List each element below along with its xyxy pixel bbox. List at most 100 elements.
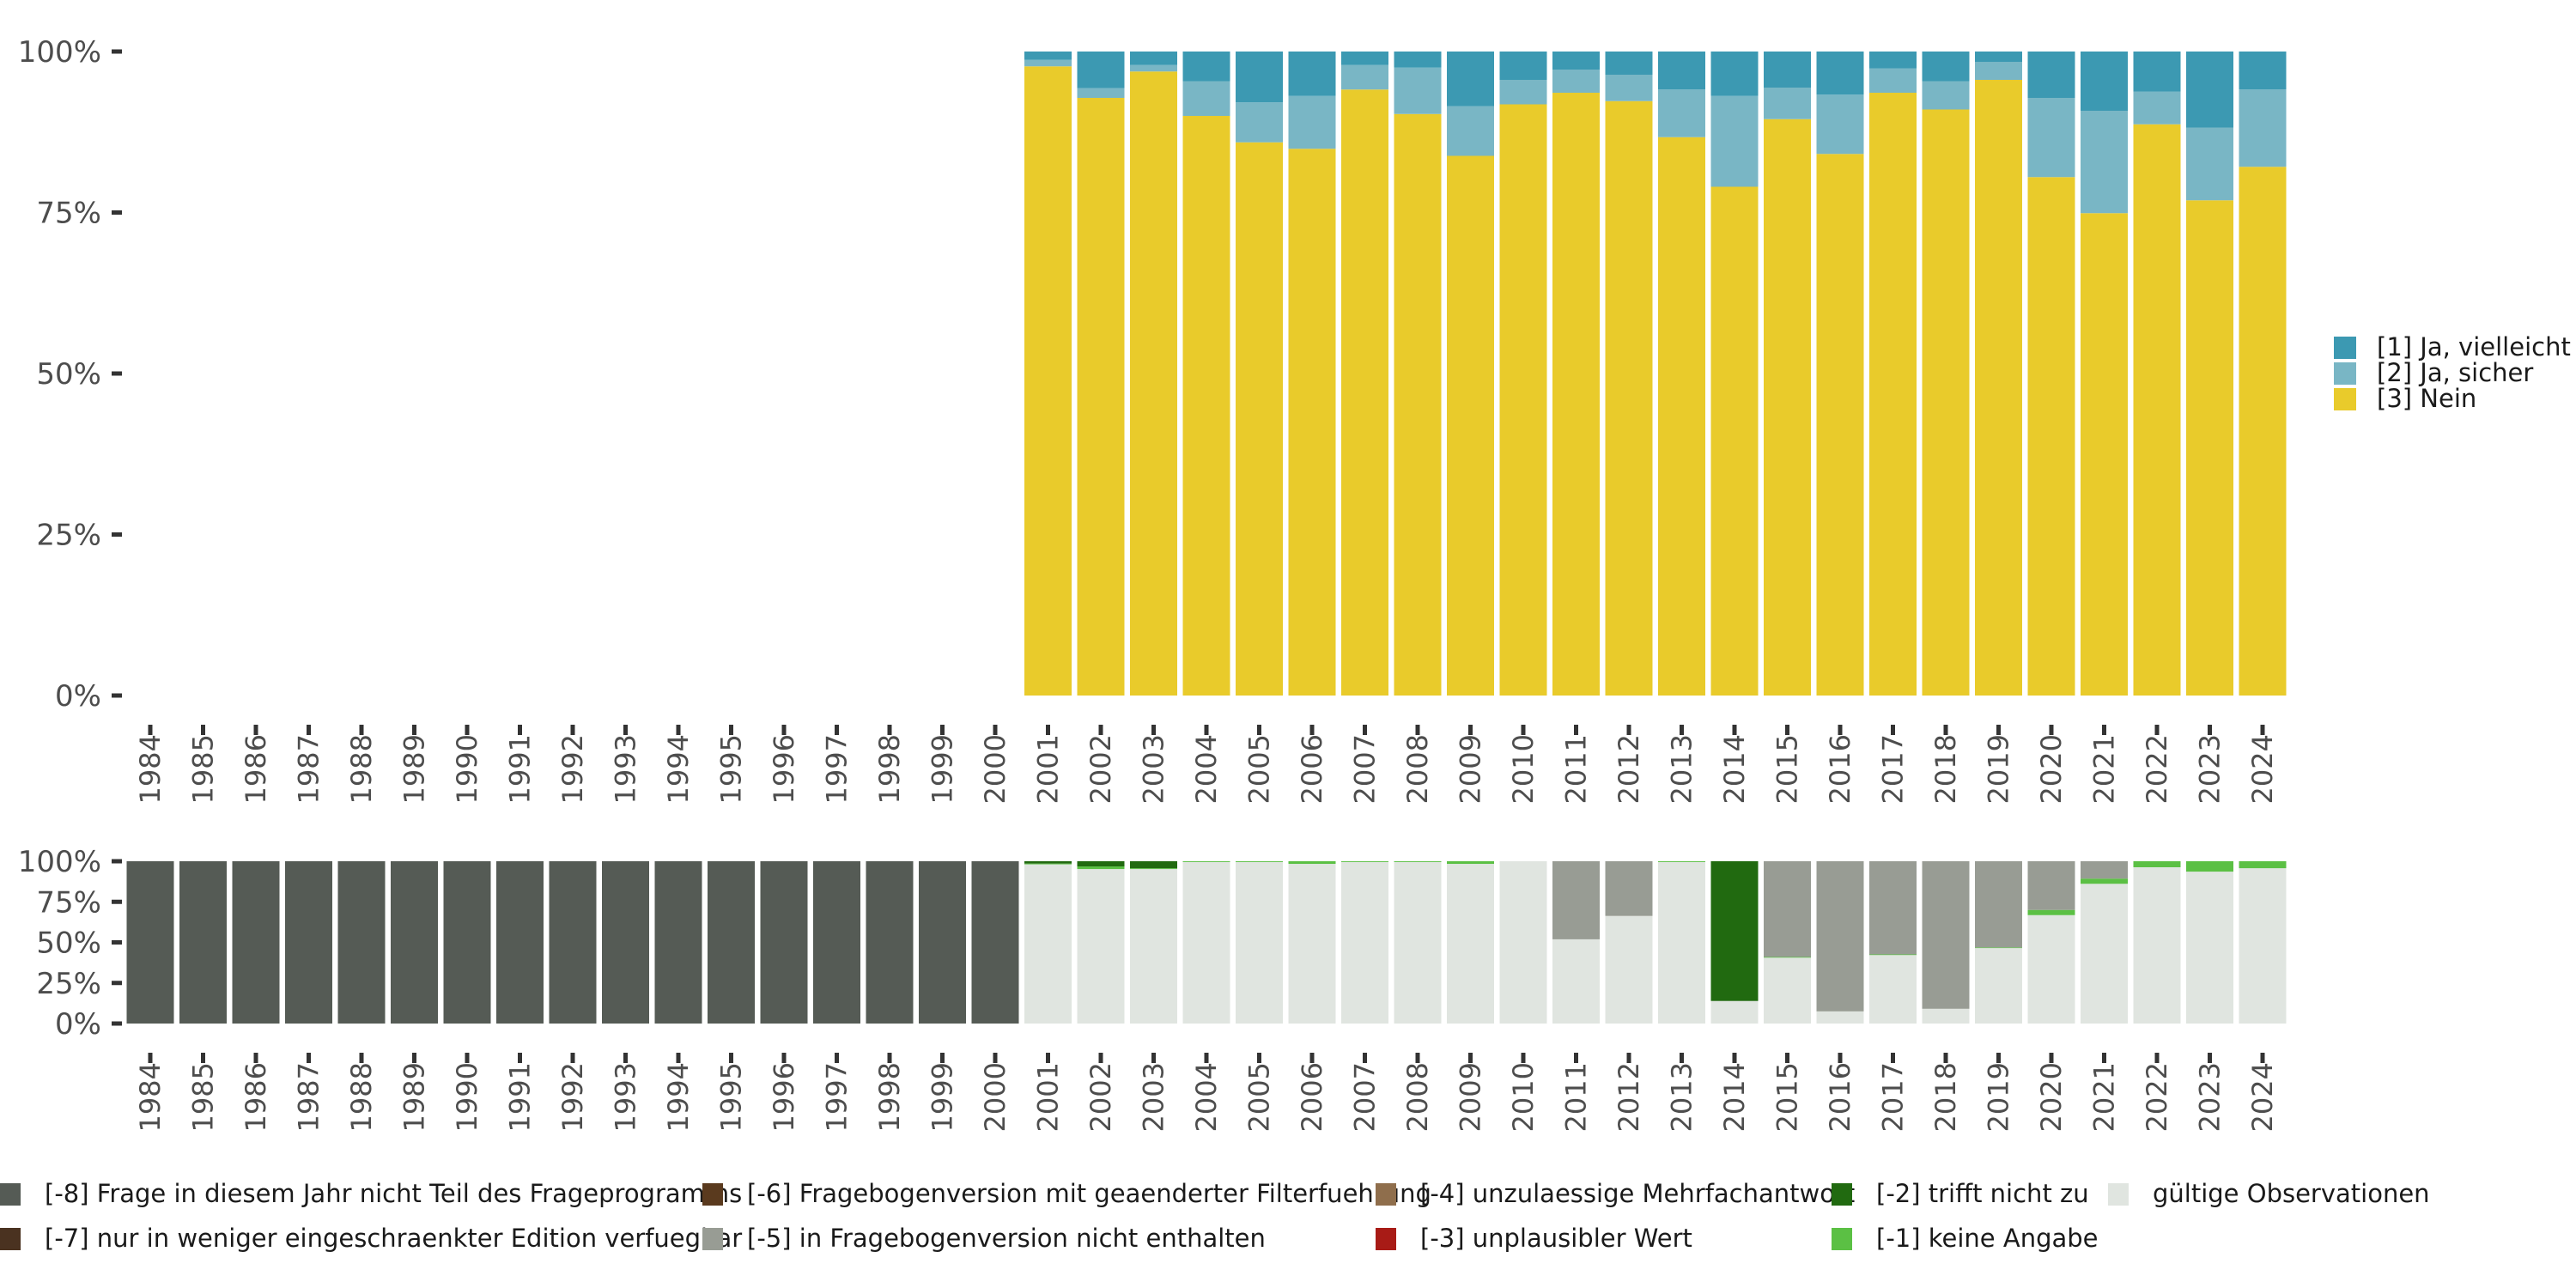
top-bar-2010-2-ja-sicher: [1499, 80, 1547, 105]
top-bar-2011-3-nein: [1552, 93, 1600, 696]
bottom-x-tick: [676, 1053, 681, 1063]
top-bar-2012-2-ja-sicher: [1605, 75, 1653, 101]
bottom-bar-2002-2-trifft-nicht-zu: [1077, 861, 1125, 867]
top-bar-2009-3-nein: [1447, 155, 1494, 696]
bottom-x-tick-label: 2022: [2141, 1062, 2173, 1132]
bottom-x-tick-label: 1989: [398, 1062, 431, 1132]
top-x-tick-label: 2009: [1455, 734, 1487, 804]
bottom-x-tick-label: 2024: [2246, 1062, 2279, 1132]
bottom-legend-label: [-5] in Fragebogenversion nicht enthalte…: [747, 1224, 1266, 1253]
top-x-tick: [1257, 725, 1261, 735]
top-x-tick: [2154, 725, 2160, 735]
bottom-x-tick-label: 1985: [187, 1062, 220, 1132]
bottom-x-tick: [1151, 1053, 1156, 1063]
top-bar-2009-1-ja-vielleicht: [1447, 52, 1494, 106]
top-bar-2006-2-ja-sicher: [1288, 95, 1336, 149]
bottom-x-tick-label: 2001: [1032, 1062, 1065, 1132]
bottom-x-tick: [1891, 1053, 1895, 1063]
top-x-tick: [1996, 725, 2001, 735]
top-x-tick: [253, 725, 258, 735]
top-x-tick-label: 2003: [1138, 734, 1170, 804]
bottom-y-tick: [112, 1021, 122, 1026]
top-x-tick-label: 1999: [927, 734, 959, 804]
bottom-bar-2008-g-ltige-observationen: [1394, 861, 1442, 1024]
bottom-bar-2003-g-ltige-observationen: [1130, 869, 1177, 1024]
top-bar-2010-3-nein: [1499, 104, 1547, 696]
bottom-x-tick-label: 2000: [979, 1062, 1012, 1132]
bottom-x-tick-label: 1993: [610, 1062, 642, 1132]
bottom-x-tick: [1204, 1053, 1209, 1063]
bottom-legend-label: [-4] unzulaessige Mehrfachantwort: [1420, 1179, 1855, 1208]
bottom-bar-1989-8-frage-in-diesem-jahr-nicht-teil-des-frageprogramms: [391, 861, 438, 1024]
top-x-tick: [465, 725, 470, 735]
bottom-x-tick-label: 2008: [1401, 1062, 1434, 1132]
bottom-bar-2017-1-keine-angabe: [1869, 954, 1917, 956]
top-x-tick-label: 1988: [345, 734, 378, 804]
top-x-tick: [2208, 725, 2212, 735]
top-bar-2018-2-ja-sicher: [1922, 81, 1970, 110]
top-x-tick-label: 1987: [293, 734, 325, 804]
bottom-x-tick-label: 2010: [1507, 1062, 1540, 1132]
bottom-bar-2003-2-trifft-nicht-zu: [1130, 861, 1177, 869]
bottom-x-tick: [1521, 1053, 1526, 1063]
top-bar-2020-2-ja-sicher: [2027, 98, 2075, 178]
bottom-x-tick-label: 2013: [1666, 1062, 1698, 1132]
top-y-tick: [112, 532, 122, 537]
top-legend-swatch: [2334, 362, 2356, 385]
top-x-tick: [729, 725, 733, 735]
bottom-x-tick: [2260, 1053, 2265, 1063]
top-bar-2015-1-ja-vielleicht: [1764, 52, 1811, 88]
top-x-tick-label: 2018: [1929, 734, 1962, 804]
bottom-bar-1991-8-frage-in-diesem-jahr-nicht-teil-des-frageprogramms: [496, 861, 544, 1024]
top-bar-2014-2-ja-sicher: [1710, 95, 1759, 187]
bottom-x-tick: [359, 1053, 364, 1063]
top-bar-2013-3-nein: [1658, 137, 1705, 696]
top-x-tick: [1838, 725, 1843, 735]
bottom-x-tick: [1257, 1053, 1261, 1063]
bottom-y-tick-label: 25%: [36, 967, 101, 1001]
bottom-x-tick-label: 2005: [1243, 1062, 1276, 1132]
bottom-x-tick: [1574, 1053, 1578, 1063]
bottom-bar-1997-8-frage-in-diesem-jahr-nicht-teil-des-frageprogramms: [813, 861, 860, 1024]
top-x-tick-label: 1994: [662, 734, 695, 804]
top-x-tick-label: 1986: [240, 734, 272, 804]
top-x-tick-label: 2012: [1613, 734, 1645, 804]
top-bar-2008-2-ja-sicher: [1394, 67, 1442, 114]
bottom-x-tick-label: 1997: [821, 1062, 854, 1132]
top-bar-2002-3-nein: [1077, 98, 1125, 696]
top-x-tick-label: 2020: [2035, 734, 2068, 804]
bottom-bar-2014-g-ltige-observationen: [1710, 1000, 1759, 1024]
bottom-legend-label: [-7] nur in weniger eingeschraenkter Edi…: [45, 1224, 742, 1253]
bottom-x-tick-label: 1992: [556, 1062, 589, 1132]
top-bar-2019-2-ja-sicher: [1975, 62, 2022, 80]
top-x-tick-label: 1992: [556, 734, 589, 804]
bottom-legend-label: [-8] Frage in diesem Jahr nicht Teil des…: [45, 1179, 742, 1208]
top-bar-2016-1-ja-vielleicht: [1816, 52, 1864, 95]
bottom-bar-1985-8-frage-in-diesem-jahr-nicht-teil-des-frageprogramms: [179, 861, 227, 1024]
bottom-x-tick-label: 2011: [1560, 1062, 1593, 1132]
bottom-x-tick-label: 1988: [345, 1062, 378, 1132]
bottom-x-tick-label: 1990: [451, 1062, 483, 1132]
top-x-tick: [148, 725, 153, 735]
top-bar-2001-2-ja-sicher: [1024, 59, 1072, 67]
top-bar-2013-2-ja-sicher: [1658, 89, 1705, 137]
top-x-tick: [2049, 725, 2054, 735]
top-legend-label: [2] Ja, sicher: [2377, 358, 2533, 387]
bottom-bar-1996-8-frage-in-diesem-jahr-nicht-teil-des-frageprogramms: [760, 861, 808, 1024]
bottom-x-tick: [1415, 1053, 1420, 1063]
top-bar-2015-2-ja-sicher: [1764, 88, 1811, 119]
bottom-legend: [-8] Frage in diesem Jahr nicht Teil des…: [0, 1179, 2430, 1253]
bottom-x-tick: [2154, 1053, 2160, 1063]
top-bar-2021-1-ja-vielleicht: [2081, 52, 2128, 111]
top-x-tick: [993, 725, 998, 735]
top-x-tick: [1204, 725, 1209, 735]
top-y-tick: [112, 371, 122, 376]
top-bar-2001-3-nein: [1024, 66, 1072, 696]
top-y-tick-label: 50%: [36, 357, 101, 392]
bottom-bar-2024-g-ltige-observationen: [2239, 868, 2287, 1024]
bottom-bar-2009-1-keine-angabe: [1447, 861, 1494, 865]
top-x-tick: [1574, 725, 1578, 735]
bottom-x-tick-label: 1996: [768, 1062, 800, 1132]
bottom-bar-1999-8-frage-in-diesem-jahr-nicht-teil-des-frageprogramms: [919, 861, 966, 1024]
top-x-tick: [1468, 725, 1473, 735]
